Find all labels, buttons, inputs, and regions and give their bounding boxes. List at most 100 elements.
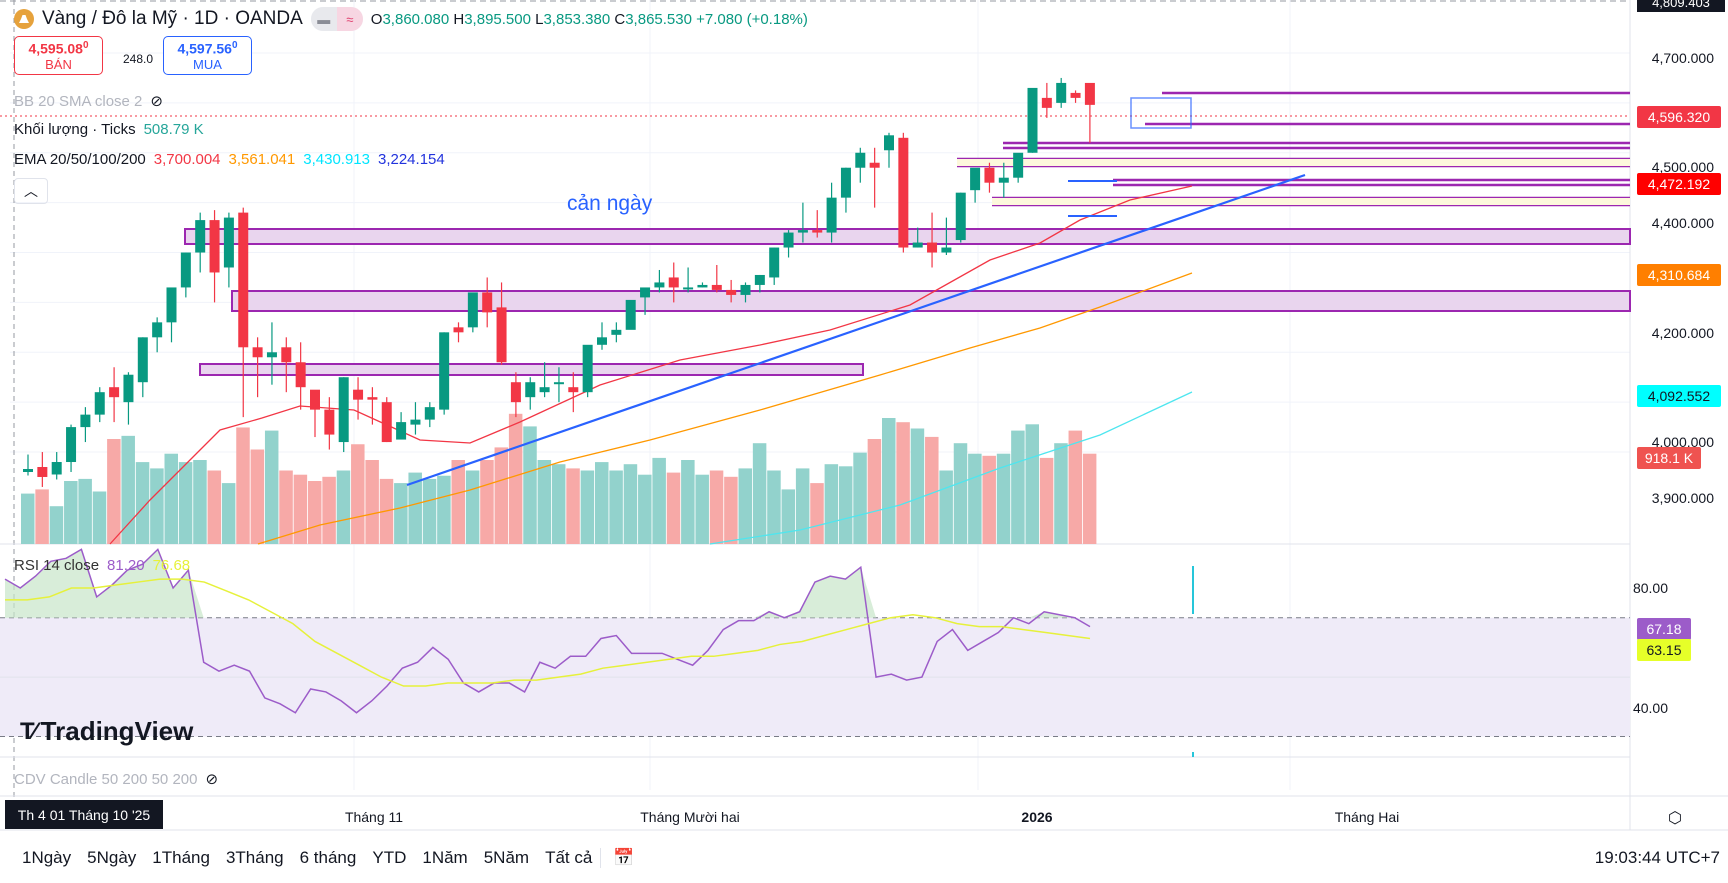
volume-bar: [336, 470, 351, 544]
volume-bar: [566, 468, 580, 544]
candle-body: [654, 282, 665, 288]
buy-button[interactable]: 4,597.560 MUA: [163, 36, 252, 75]
buy-label: MUA: [193, 56, 222, 72]
low-value: 3,853.380: [543, 10, 611, 28]
candle-body: [223, 217, 234, 268]
candle-body: [611, 329, 622, 335]
range-1y[interactable]: 1Năm: [422, 848, 468, 867]
range-5y[interactable]: 5Năm: [483, 848, 530, 867]
volume-bar: [638, 474, 652, 544]
low-label: L: [535, 10, 544, 28]
range-ytd[interactable]: YTD: [372, 848, 407, 867]
candle-body: [553, 382, 564, 385]
volume-bar: [652, 457, 666, 544]
volume-bar: [465, 470, 480, 544]
approx-icon[interactable]: ≈: [336, 7, 363, 31]
range-3m[interactable]: 3Tháng: [225, 848, 284, 867]
rsi-legend[interactable]: RSI 14 close 81.20 76.68: [14, 557, 190, 574]
candle-body: [137, 337, 148, 383]
ema200-value: 3,224.154: [377, 151, 445, 168]
rsi-ma-tag: 63.15: [1637, 639, 1691, 661]
candle-body: [812, 230, 823, 233]
ema100-line: [709, 391, 1193, 545]
tradingview-wordmark: TradingView: [40, 716, 194, 746]
volume-bar: [365, 460, 379, 544]
resistance-annotation[interactable]: cản ngày: [567, 192, 653, 215]
range-6m[interactable]: 6 tháng: [299, 848, 357, 867]
range-1d[interactable]: 1Ngày: [22, 848, 72, 867]
collapse-legend-button[interactable]: ︿: [14, 178, 48, 204]
tradingview-icon: T⁄: [20, 717, 37, 745]
candle-body: [840, 167, 851, 198]
candle-body: [166, 287, 177, 323]
volume-bar: [279, 470, 293, 544]
price-tick: 4,700.000: [1651, 50, 1714, 66]
hidden-eye-icon[interactable]: ⊘: [150, 93, 163, 110]
range-5d[interactable]: 5Ngày: [87, 848, 137, 867]
symbol-title[interactable]: Vàng / Đô la Mỹ · 1D · OANDA: [42, 8, 303, 29]
price-tick: 4,000.000: [1651, 434, 1714, 450]
candle-body: [180, 252, 191, 288]
sell-button[interactable]: 4,595.080 BÁN: [14, 36, 103, 75]
candle-body: [754, 274, 765, 285]
candle-body: [295, 362, 306, 388]
candle-body: [1084, 82, 1095, 105]
ema100-value: 3,430.913: [303, 151, 370, 168]
ema100-price-tag: 4,092.552: [1637, 385, 1721, 407]
volume-bar: [221, 483, 236, 544]
bb-legend[interactable]: BB 20 SMA close 2 ⊘: [14, 92, 163, 111]
volume-bar: [795, 468, 810, 544]
volume-bar: [78, 478, 92, 544]
volume-bar: [250, 449, 265, 544]
settings-icon[interactable]: ⬡: [1668, 810, 1682, 827]
ema-legend[interactable]: EMA 20/50/100/200 3,700.004 3,561.041 3,…: [14, 151, 445, 168]
volume-bar: [681, 460, 695, 544]
hidden-eye-icon[interactable]: ⊘: [205, 771, 219, 788]
volume-bar: [666, 472, 681, 544]
candle-body: [424, 407, 435, 420]
rsi-value: 81.20: [107, 557, 145, 574]
rsi-tick: 40.00: [1632, 700, 1668, 716]
volume-bar: [451, 460, 465, 544]
candle-body: [525, 382, 536, 398]
ohlc-readout: O3,860.080 H3,895.500 L3,853.380 C3,865.…: [371, 11, 808, 28]
chevron-up-icon: ︿: [24, 183, 38, 199]
candle-body: [884, 135, 894, 151]
rsi-label: RSI 14 close: [14, 557, 100, 574]
cdv-legend[interactable]: CDV Candle 50 200 50 200 ⊘: [14, 770, 219, 789]
volume-bar: [867, 439, 882, 544]
rsi-line: [4, 548, 1091, 714]
time-label: Tháng 11: [344, 809, 404, 825]
clock[interactable]: 19:03:44 UTC+7: [1594, 848, 1720, 867]
minus-icon[interactable]: ▬: [310, 7, 337, 31]
candle-body: [281, 347, 292, 363]
time-label: Tháng Mười hai: [640, 809, 740, 825]
compare-toggle[interactable]: ▬ ≈: [310, 7, 363, 31]
range-all[interactable]: Tất cả: [545, 848, 593, 867]
volume-bar: [1039, 457, 1054, 544]
volume-bar: [322, 476, 336, 544]
time-label: Tháng Hai: [1334, 809, 1400, 825]
candle-body: [496, 307, 507, 363]
volume-bar: [351, 444, 365, 544]
tradingview-logo[interactable]: T⁄ TradingView: [20, 716, 193, 747]
goto-date-icon[interactable]: 📅: [600, 848, 642, 868]
volume-bar: [838, 466, 853, 544]
volume-bar: [523, 426, 537, 544]
volume-bar: [810, 483, 824, 544]
range-bar: 1Ngày 5Ngày 1Tháng 3Tháng 6 tháng YTD 1N…: [14, 848, 643, 868]
range-1m[interactable]: 1Tháng: [152, 848, 210, 867]
candle-body: [640, 287, 651, 298]
candle-body: [310, 389, 320, 410]
candle-body: [37, 467, 48, 477]
close-value: 3,865.530: [625, 10, 692, 28]
time-label: 2026: [1021, 809, 1053, 825]
price-tick: 3,900.000: [1651, 490, 1714, 506]
volume-value: 508.79 K: [143, 121, 204, 138]
ema20-value: 3,700.004: [153, 151, 221, 168]
volume-bar: [1082, 453, 1097, 544]
trend-line: [406, 173, 1306, 487]
volume-legend[interactable]: Khối lượng · Ticks 508.79 K: [14, 121, 204, 138]
rsi-tick: 80.00: [1632, 580, 1668, 596]
